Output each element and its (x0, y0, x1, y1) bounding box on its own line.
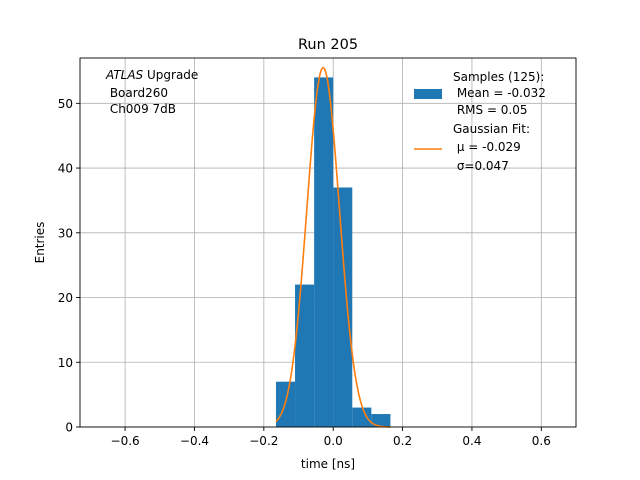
legend-histogram-patch (414, 89, 442, 99)
legend: Samples (125): Mean = -0.032 RMS = 0.05 … (414, 70, 546, 173)
histogram-bars (275, 77, 391, 427)
y-tick-label: 40 (58, 162, 73, 176)
y-tick-label: 10 (58, 356, 73, 370)
annotation-line-3: Ch009 7dB (106, 102, 176, 116)
x-axis-ticks: −0.6 −0.4 −0.2 0.0 0.2 0.4 0.6 (111, 427, 551, 448)
y-tick-label: 30 (58, 226, 73, 240)
plot-frame (79, 57, 577, 428)
annotation-line-1: ATLAS Upgrade (105, 68, 198, 82)
chart-title: Run 205 (298, 37, 358, 53)
y-tick-label: 0 (65, 421, 73, 435)
x-tick-label: −0.6 (111, 434, 140, 448)
histogram-bar (352, 407, 372, 427)
legend-samples-line-2: Mean = -0.032 (453, 86, 546, 100)
legend-fit-line-1: Gaussian Fit: (453, 122, 530, 136)
histogram-bar (371, 414, 391, 427)
gaussian-fit-line (275, 66, 391, 428)
atlas-annotation: ATLAS Upgrade Board260 Ch009 7dB (105, 68, 198, 116)
histogram-bar (314, 77, 334, 427)
x-tick-label: −0.4 (180, 434, 209, 448)
legend-fit-sigma: σ=0.047 (453, 159, 509, 173)
annotation-italic: ATLAS (105, 68, 144, 82)
annotation-line-1-rest: Upgrade (143, 68, 198, 82)
y-axis-label: Entries (33, 222, 47, 264)
histogram-bar (295, 284, 315, 427)
histogram-bar (333, 187, 353, 427)
x-tick-label: −0.2 (249, 434, 278, 448)
x-tick-label: 0.4 (462, 434, 481, 448)
y-axis-ticks: 0 10 20 30 40 50 (58, 97, 80, 435)
x-axis-label: time [ns] (301, 457, 355, 471)
legend-samples-line-3: RMS = 0.05 (453, 103, 528, 117)
x-tick-label: 0.6 (532, 434, 551, 448)
x-tick-label: 0.0 (324, 434, 343, 448)
legend-fit-mu: μ = -0.029 (453, 140, 521, 154)
legend-samples-line-1: Samples (125): (453, 70, 544, 84)
y-tick-label: 20 (58, 291, 73, 305)
annotation-line-2: Board260 (106, 86, 168, 100)
y-tick-label: 50 (58, 97, 73, 111)
x-tick-label: 0.2 (393, 434, 412, 448)
